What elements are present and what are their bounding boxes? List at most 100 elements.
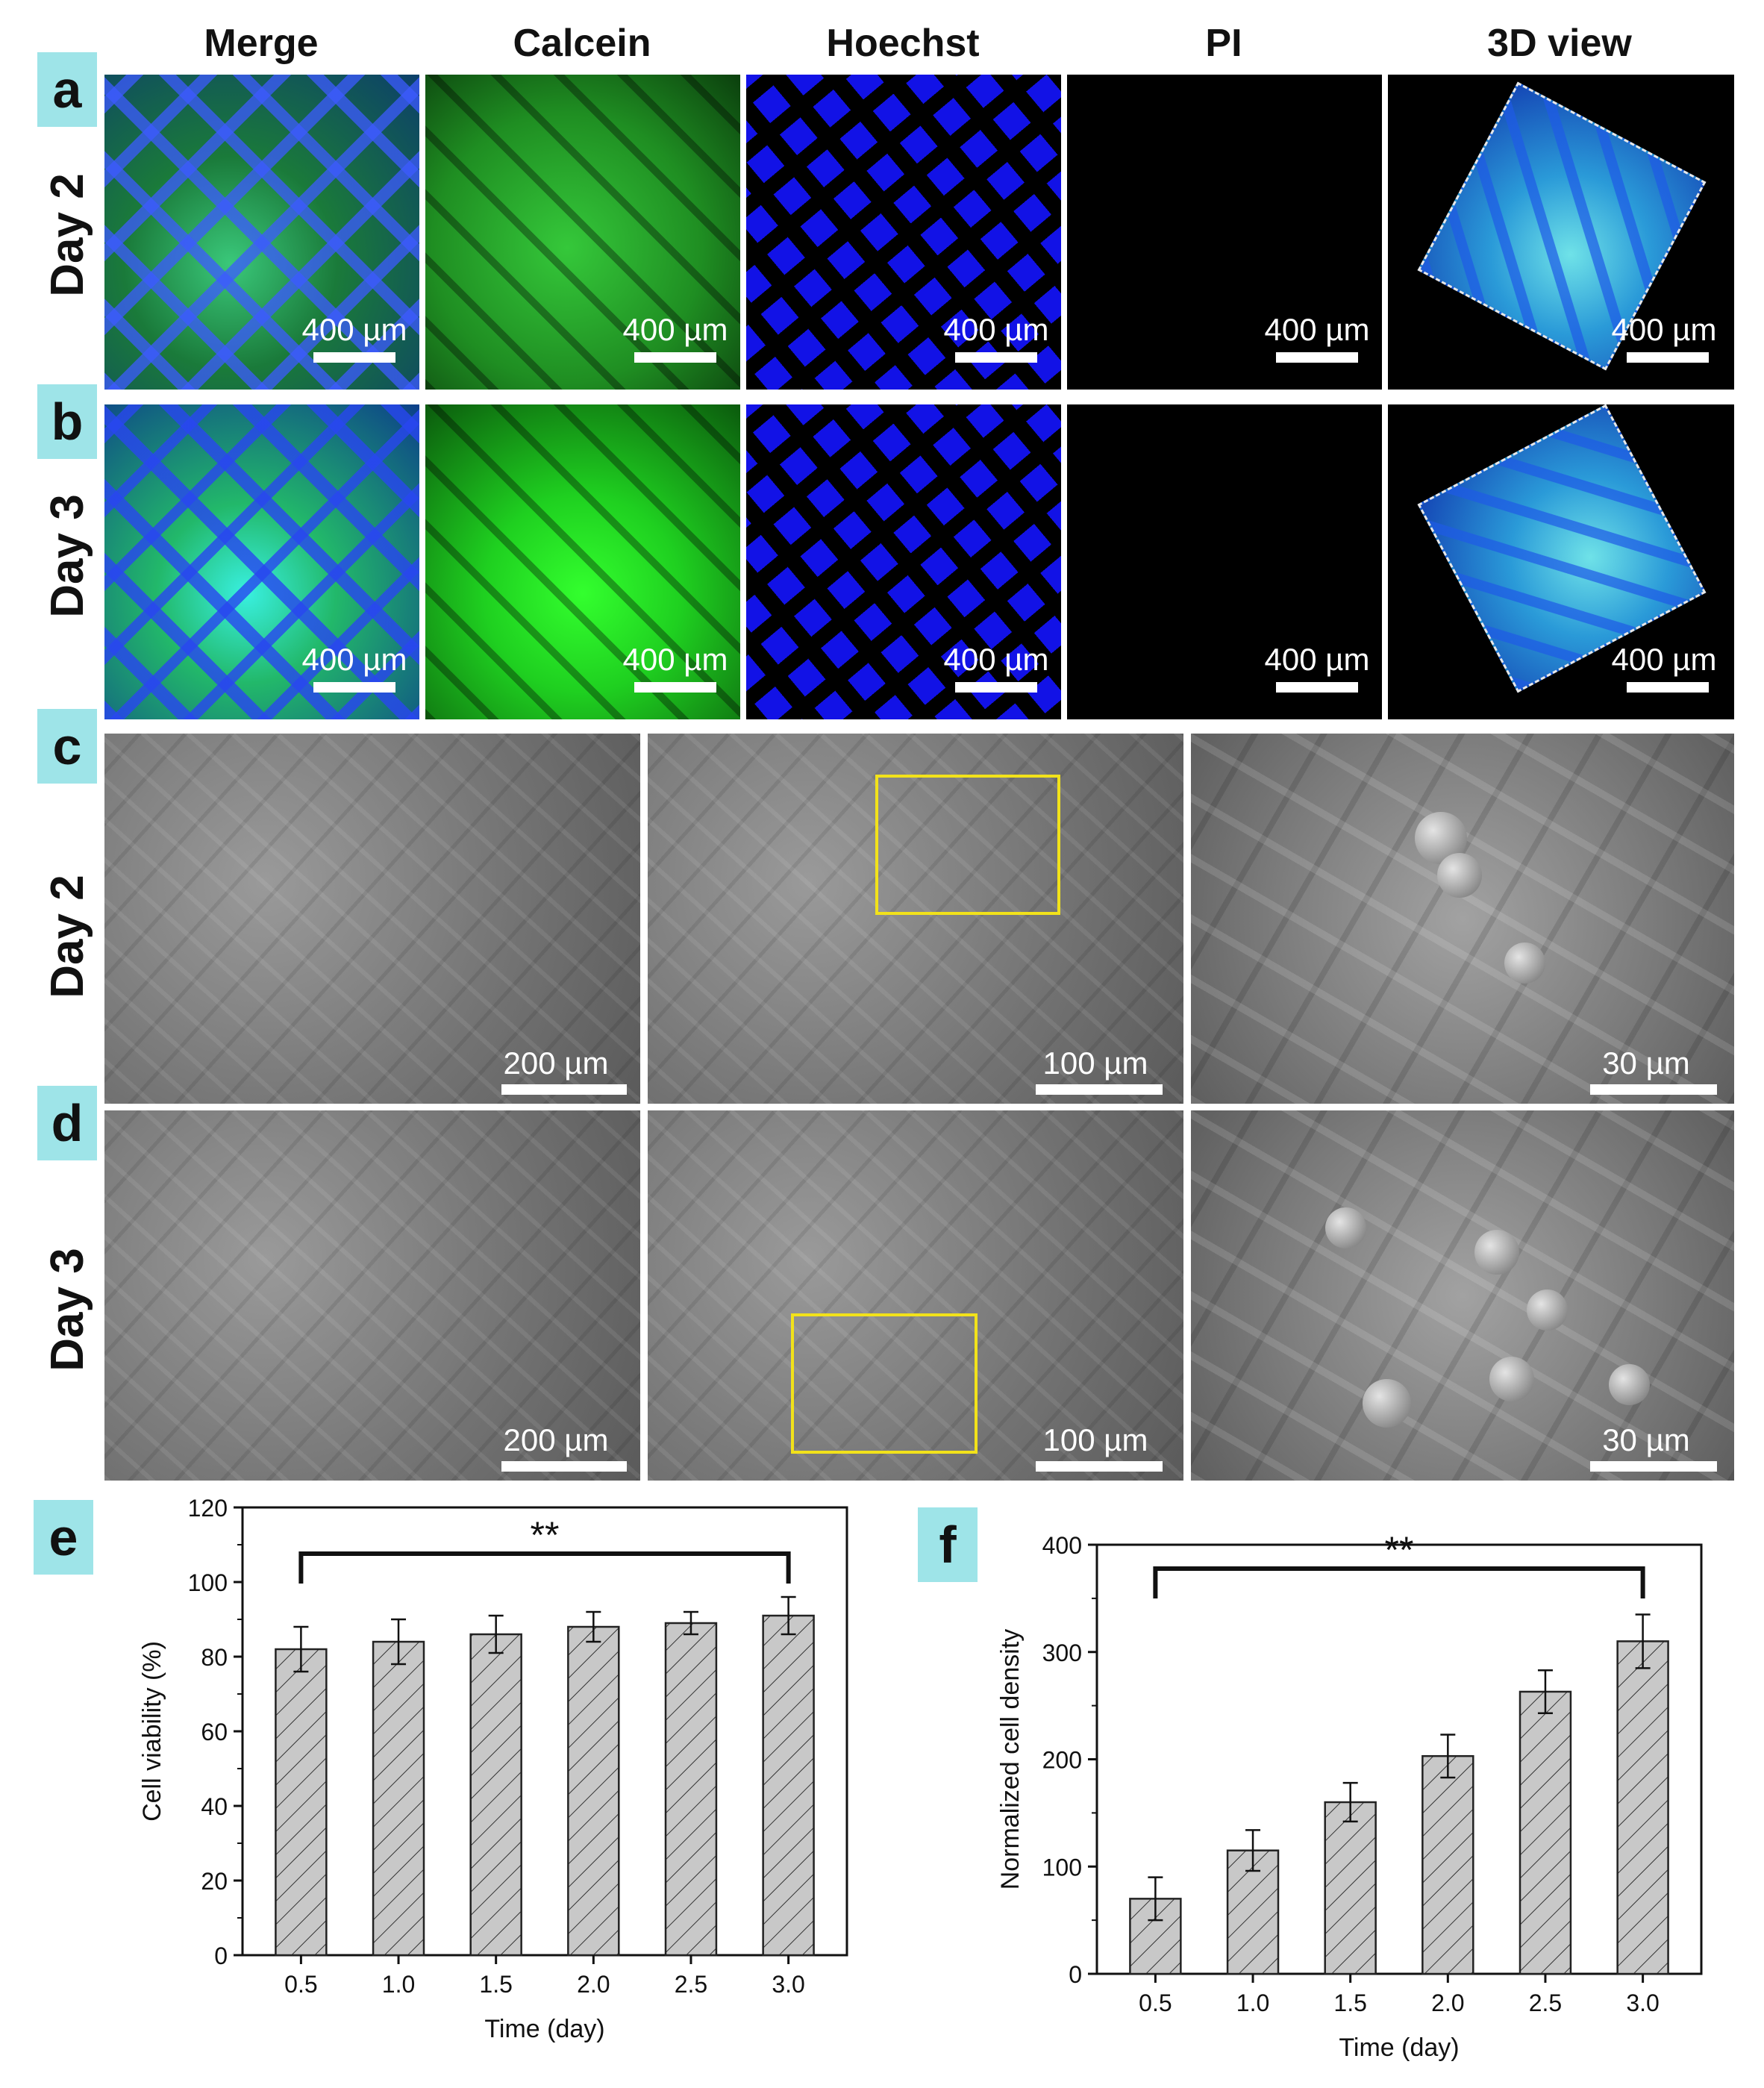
column-header-merge: Merge: [204, 22, 319, 65]
bar: [469, 1633, 522, 1957]
x-tick-label: 0.5: [284, 1971, 317, 1998]
significance-label: **: [531, 1514, 560, 1556]
cell: [1527, 1290, 1568, 1331]
scale-bar: [501, 1461, 627, 1472]
x-axis-label: Time (day): [1339, 2034, 1459, 2062]
y-tick-label: 120: [188, 1495, 228, 1522]
x-tick-label: 0.5: [1139, 1989, 1172, 2016]
sem-high-mag-day2: 30 µm: [1191, 734, 1734, 1104]
scale-bar: [501, 1084, 627, 1095]
plot-frame: [241, 1506, 848, 1957]
bar: [1129, 1898, 1182, 1975]
bar: [762, 1614, 815, 1957]
image-pi-day3: 400 µm: [1067, 404, 1382, 719]
panel-label-b: b: [37, 384, 97, 459]
scale-bar: [313, 352, 395, 363]
panel-label-e: e: [34, 1500, 93, 1575]
bar: [1519, 1690, 1572, 1975]
row-label-a: Day 2: [42, 173, 93, 297]
scale-label: 200 µm: [503, 1422, 609, 1457]
bar: [372, 1640, 425, 1957]
sem-high-mag-day3: 30 µm: [1191, 1110, 1734, 1481]
scale-label: 400 µm: [622, 312, 728, 347]
scale-label: 400 µm: [1264, 312, 1370, 347]
y-axis-label: Cell viability (%): [138, 1641, 166, 1822]
y-tick-label: 100: [1042, 1854, 1082, 1881]
bar: [1421, 1754, 1474, 1975]
scale-label: 100 µm: [1042, 1422, 1148, 1457]
chart-cell-viability: 0 20 40 60 80 100 120 0.5 1.0 1.5 2.0 2.5 3.0 ** Time …: [138, 1495, 848, 2043]
x-axis-label: Time (day): [484, 2015, 604, 2043]
x-tick-label: 2.5: [1529, 1989, 1562, 2016]
image-3d-view-day3: 400 µm: [1388, 404, 1734, 719]
row-label-c: Day 2: [42, 875, 93, 998]
column-header-calcein: Calcein: [513, 22, 651, 65]
scale-label: 400 µm: [943, 642, 1049, 677]
image-hoechst-day3: 400 µm: [746, 404, 1061, 719]
scale-bar: [1036, 1461, 1163, 1472]
bar: [275, 1648, 328, 1957]
scale-label: 400 µm: [301, 312, 407, 347]
scale-label: 400 µm: [1611, 642, 1717, 677]
scale-bar: [955, 352, 1037, 363]
scale-bar: [955, 682, 1037, 693]
panel-label-a: a: [37, 52, 97, 127]
y-tick-label: 0: [214, 1942, 228, 1969]
y-tick-label: 40: [201, 1793, 228, 1820]
chart-normalized-cell-density: 0 100 200 300 400 0.5 1.0 1.5 2.0 2.5 3.0 ** Time (d…: [996, 1529, 1703, 2062]
cell: [1437, 853, 1482, 898]
panel-label-f: f: [918, 1507, 978, 1582]
x-tick-label: 3.0: [772, 1971, 804, 1998]
image-pi-day2: 400 µm: [1067, 75, 1382, 390]
significance-bracket: [1153, 1566, 1645, 1598]
image-calcein-day3: 400 µm: [425, 404, 740, 719]
y-tick-label: 200: [1042, 1747, 1082, 1774]
x-tick-label: 2.0: [577, 1971, 610, 1998]
column-header-hoechst: Hoechst: [826, 22, 980, 65]
bar: [1616, 1640, 1669, 1975]
scale-bar: [1590, 1084, 1717, 1095]
x-tick-label: 1.0: [382, 1971, 415, 1998]
sem-mid-mag-day2: 100 µm: [648, 734, 1183, 1104]
cell: [1474, 1230, 1519, 1275]
x-tick-label: 1.5: [1333, 1989, 1366, 2016]
image-calcein-day2: 400 µm: [425, 75, 740, 390]
scale-label: 400 µm: [1611, 312, 1717, 347]
bar: [567, 1625, 620, 1957]
bar: [664, 1622, 718, 1957]
plot-frame: [1095, 1543, 1703, 1975]
cell: [1504, 943, 1545, 984]
x-tick-label: 3.0: [1626, 1989, 1659, 2016]
scale-label: 30 µm: [1602, 1045, 1690, 1081]
scale-label: 400 µm: [1264, 642, 1370, 677]
x-tick-label: 1.0: [1236, 1989, 1269, 2016]
scale-bar: [1627, 682, 1709, 693]
zoom-region-box: [791, 1313, 978, 1454]
significance-label: **: [1385, 1529, 1414, 1571]
scale-label: 200 µm: [503, 1045, 609, 1081]
x-tick-label: 2.5: [675, 1971, 707, 1998]
y-tick-label: 300: [1042, 1640, 1082, 1666]
y-axis-label: Normalized cell density: [996, 1629, 1025, 1890]
column-header-3d-view: 3D view: [1487, 22, 1632, 65]
sem-mid-mag-day3: 100 µm: [648, 1110, 1183, 1481]
row-label-b: Day 3: [42, 494, 93, 618]
image-merge-day3: 400 µm: [104, 404, 419, 719]
scale-bar: [634, 682, 716, 693]
bar: [1324, 1801, 1377, 1975]
row-label-d: Day 3: [42, 1248, 93, 1372]
y-tick-label: 400: [1042, 1532, 1082, 1559]
panel-label-c: c: [37, 709, 97, 784]
y-tick-label: 100: [188, 1569, 228, 1596]
image-hoechst-day2: 400 µm: [746, 75, 1061, 390]
image-3d-view-day2: 400 µm: [1388, 75, 1734, 390]
cell: [1489, 1357, 1534, 1401]
y-tick-label: 20: [201, 1868, 228, 1895]
scale-label: 400 µm: [943, 312, 1049, 347]
scale-bar: [313, 682, 395, 693]
y-tick-label: 0: [1069, 1961, 1082, 1988]
scale-bar: [1036, 1084, 1163, 1095]
scale-label: 400 µm: [301, 642, 407, 677]
scale-label: 400 µm: [622, 642, 728, 677]
cell: [1325, 1207, 1366, 1248]
